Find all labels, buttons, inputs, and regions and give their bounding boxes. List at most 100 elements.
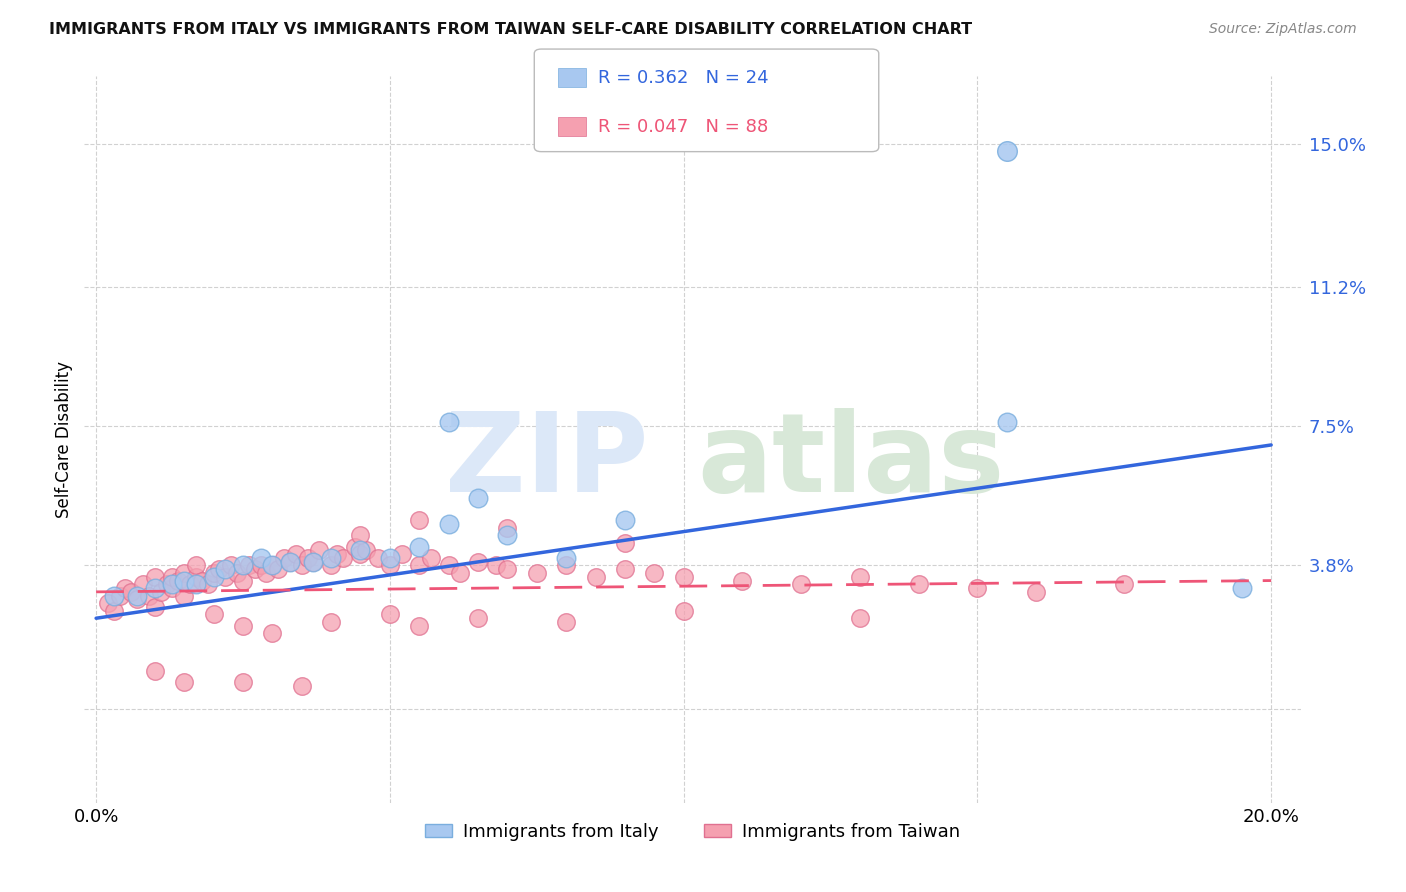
Point (173, 574, 195, 588)
Point (173, 566, 195, 580)
Point (672, 604, 695, 618)
Point (162, 570, 184, 584)
Point (731, 574, 754, 588)
Point (162, 581, 184, 595)
Text: ZIP: ZIP (444, 408, 648, 515)
Point (308, 543, 330, 558)
Point (191, 574, 214, 588)
Point (555, 615, 578, 629)
Point (232, 675, 254, 690)
Point (467, 555, 489, 569)
Point (238, 558, 260, 573)
Point (485, 558, 508, 573)
Point (208, 562, 231, 576)
Y-axis label: Self-Care Disability: Self-Care Disability (55, 360, 73, 518)
Point (138, 589, 160, 603)
Point (555, 551, 578, 566)
Point (219, 558, 242, 573)
Point (114, 581, 136, 595)
Point (143, 664, 166, 678)
Point (291, 679, 314, 693)
Point (378, 558, 401, 573)
Point (378, 551, 401, 566)
Point (332, 551, 354, 566)
Point (907, 577, 929, 591)
Text: atlas: atlas (697, 408, 1004, 515)
Point (408, 558, 430, 573)
Point (202, 607, 225, 622)
Point (437, 517, 460, 532)
Point (302, 555, 325, 569)
Point (262, 558, 284, 573)
Point (262, 558, 284, 573)
Point (162, 577, 184, 591)
Point (291, 558, 314, 573)
Point (408, 619, 430, 633)
Point (103, 589, 125, 603)
Point (232, 574, 254, 588)
Point (1230, 581, 1253, 595)
Point (613, 513, 636, 527)
Point (437, 558, 460, 573)
Text: R = 0.362   N = 24: R = 0.362 N = 24 (598, 69, 768, 87)
Point (496, 528, 519, 542)
Point (127, 592, 149, 607)
Point (262, 626, 284, 640)
Point (1025, 585, 1047, 599)
Point (437, 415, 460, 429)
Point (143, 570, 166, 584)
Point (179, 577, 201, 591)
Point (585, 570, 607, 584)
Point (278, 555, 301, 569)
Point (496, 562, 519, 576)
Point (326, 547, 349, 561)
Point (197, 577, 219, 591)
Point (321, 558, 343, 573)
Point (256, 566, 278, 580)
Point (108, 589, 131, 603)
Point (143, 581, 166, 595)
Point (555, 558, 578, 573)
Point (349, 528, 371, 542)
Point (167, 574, 190, 588)
Point (284, 547, 307, 561)
Point (184, 577, 207, 591)
Point (249, 558, 271, 573)
Point (267, 562, 290, 576)
Point (995, 415, 1018, 429)
Point (643, 566, 665, 580)
Point (132, 577, 155, 591)
Point (97, 596, 120, 610)
Point (449, 566, 471, 580)
Point (156, 577, 179, 591)
Point (232, 558, 254, 573)
Point (966, 581, 988, 595)
Point (278, 555, 301, 569)
Point (367, 551, 389, 566)
Point (127, 589, 149, 603)
Point (408, 513, 430, 527)
Point (273, 551, 295, 566)
Point (243, 562, 266, 576)
Point (214, 570, 236, 584)
Point (378, 607, 401, 622)
Point (149, 585, 172, 599)
Point (995, 144, 1018, 158)
Point (103, 604, 125, 618)
Point (249, 551, 271, 566)
Point (613, 562, 636, 576)
Point (202, 566, 225, 580)
Point (526, 566, 548, 580)
Text: R = 0.047   N = 88: R = 0.047 N = 88 (598, 118, 768, 136)
Point (849, 611, 872, 625)
Point (202, 570, 225, 584)
Point (226, 566, 249, 580)
Point (321, 615, 343, 629)
Point (302, 555, 325, 569)
Point (173, 589, 195, 603)
Point (214, 562, 236, 576)
Point (297, 551, 319, 566)
Point (467, 611, 489, 625)
Point (849, 570, 872, 584)
Point (420, 551, 443, 566)
